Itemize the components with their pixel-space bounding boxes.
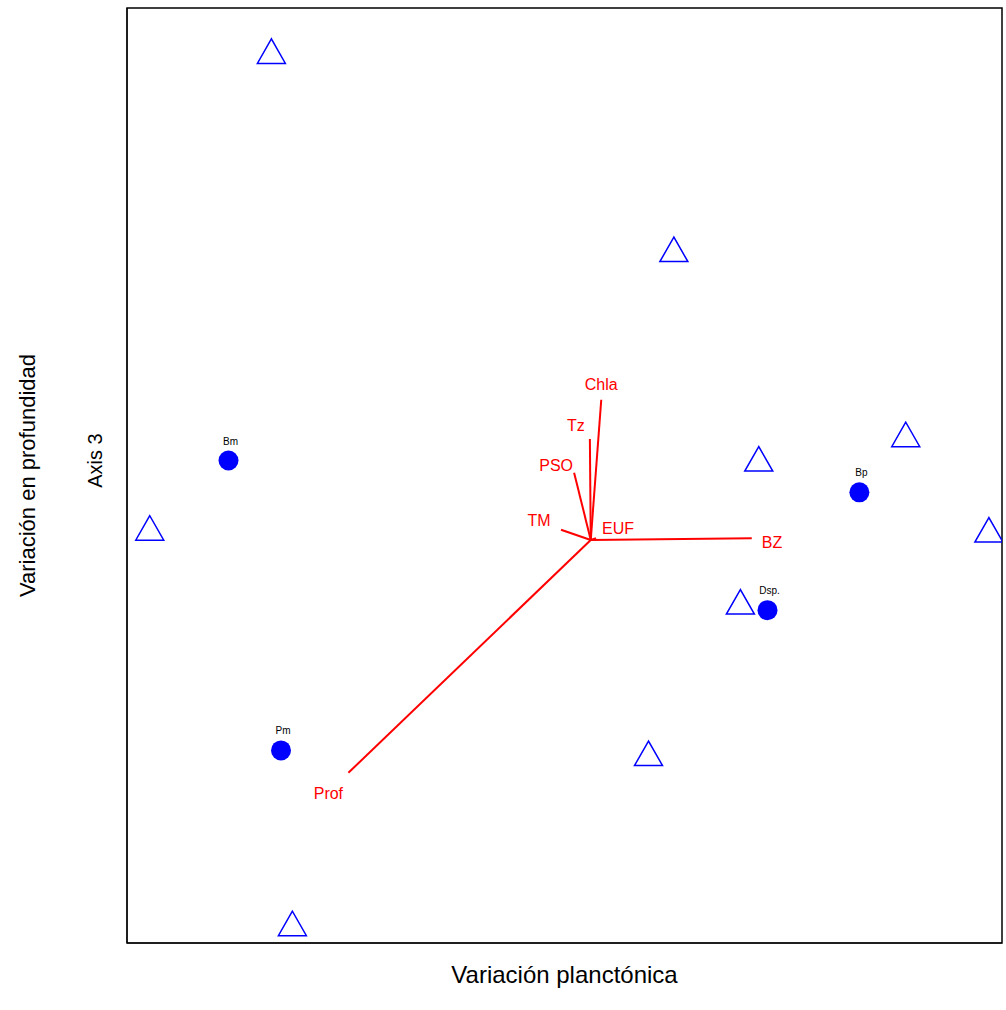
svg-text:Axis 3: Axis 3 — [84, 433, 106, 487]
svg-text:Tz: Tz — [567, 417, 585, 434]
svg-text:PSO: PSO — [539, 457, 573, 474]
svg-text:EUF: EUF — [602, 520, 634, 537]
svg-text:TM: TM — [527, 512, 550, 529]
svg-text:Variación en profundidad: Variación en profundidad — [15, 354, 40, 597]
svg-text:Pm: Pm — [276, 725, 291, 736]
svg-text:Dsp.: Dsp. — [759, 585, 780, 596]
svg-text:Bm: Bm — [223, 436, 238, 447]
svg-text:Variación planctónica: Variación planctónica — [451, 961, 678, 988]
svg-text:BZ: BZ — [762, 534, 783, 551]
svg-text:Prof: Prof — [314, 785, 344, 802]
svg-text:Bp: Bp — [855, 467, 868, 478]
svg-text:Chla: Chla — [585, 376, 618, 393]
